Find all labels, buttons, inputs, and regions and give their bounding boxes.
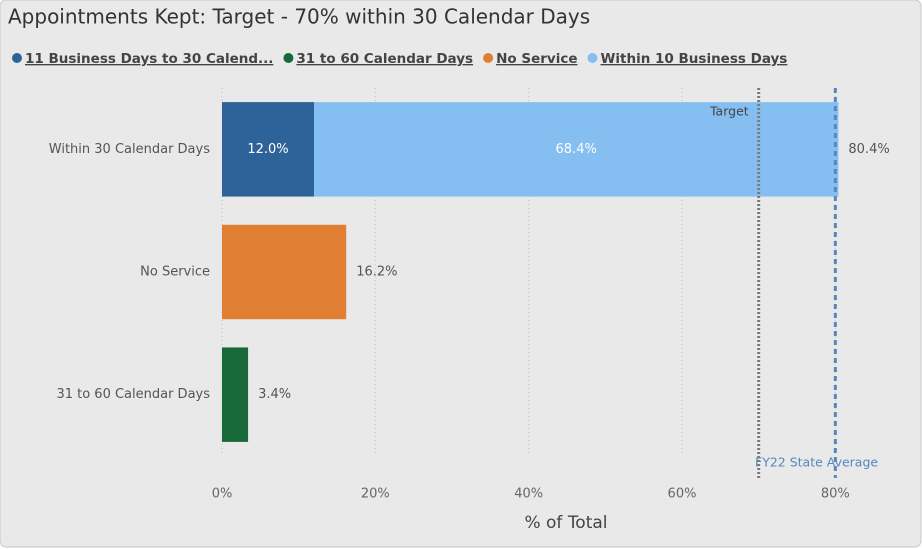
- y-tick-label: No Service: [140, 265, 210, 280]
- legend-marker: [483, 53, 494, 63]
- bar-segment: [222, 102, 314, 197]
- x-tick-label: 20%: [361, 487, 390, 502]
- bar-segment: [222, 347, 249, 442]
- data-label: 68.4%: [556, 142, 597, 157]
- legend-label[interactable]: 31 to 60 Calendar Days: [296, 51, 473, 67]
- chart-title: Appointments Kept: Target - 70% within 3…: [8, 5, 590, 29]
- y-tick-label: 31 to 60 Calendar Days: [56, 387, 210, 402]
- legend-label[interactable]: No Service: [496, 51, 577, 67]
- x-tick-label: 40%: [514, 487, 543, 502]
- y-tick-label: Within 30 Calendar Days: [49, 142, 210, 157]
- x-tick-label: 0%: [212, 487, 233, 502]
- reference-label: Target: [709, 104, 749, 119]
- legend-marker: [12, 53, 22, 63]
- total-label: 80.4%: [848, 142, 889, 157]
- bar-segment: [314, 102, 839, 197]
- x-tick-label: 80%: [821, 487, 850, 502]
- legend-marker: [283, 53, 294, 63]
- bar-segment: [222, 224, 347, 320]
- data-label: 12.0%: [247, 142, 288, 157]
- x-tick-label: 60%: [668, 487, 697, 502]
- x-axis-title: % of Total: [524, 513, 607, 533]
- total-label: 3.4%: [258, 387, 291, 402]
- total-label: 16.2%: [356, 265, 397, 280]
- legend-label[interactable]: Within 10 Business Days: [601, 51, 788, 67]
- legend-label[interactable]: 11 Business Days to 30 Calend...: [25, 51, 273, 67]
- legend-marker: [587, 53, 598, 63]
- reference-label: FY22 State Average: [755, 455, 878, 470]
